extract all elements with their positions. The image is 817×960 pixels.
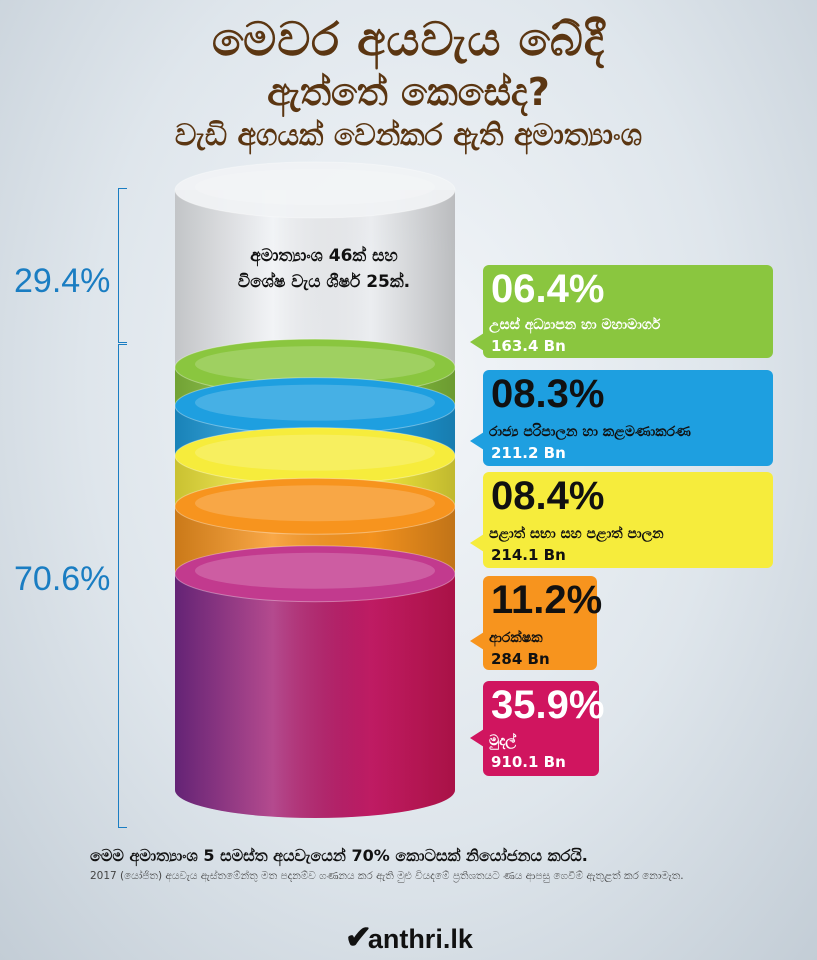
cylinder-top-highlight (195, 434, 435, 471)
callout-name: උසස් අධ්‍යාපන හා මහාමාර්ග (489, 317, 661, 333)
cylinder-top-highlight (195, 485, 435, 522)
callout-percent: 35.9% (491, 683, 605, 727)
callout-amount: 214.1 Bn (491, 546, 566, 564)
cylinder-segment-top (174, 161, 456, 219)
cylinder-segment-top (174, 477, 456, 535)
bracket-bottom (118, 344, 127, 828)
callout-name: ආරක්ෂක (489, 630, 543, 646)
title-line-1: මෙවර අයවැය බේදී (211, 12, 606, 66)
callout-provincial-councils: 08.4% පළාත් සභා සහ පළාත් පාලන 214.1 Bn (470, 472, 773, 568)
cylinder-top-highlight (195, 552, 435, 589)
callout-name: රාජ්‍ය පරිපාලන හා කළමණාකරණ (489, 424, 691, 440)
cylinder-segment-top (174, 545, 456, 603)
bottom-share-percent: 70.6% (14, 560, 111, 598)
checkmark-icon: ✔ (345, 919, 372, 955)
callout-percent: 08.3% (491, 372, 605, 416)
cylinder-top-highlight (195, 169, 435, 205)
cylinder-top-highlight (195, 384, 435, 421)
callout-percent: 11.2% (491, 578, 603, 622)
title-line-2: ඇත්තේ කෙසේද? (267, 70, 550, 114)
manthri-logo[interactable]: ✔anthri.lk (345, 918, 473, 956)
bracket-top (118, 188, 127, 343)
note-line-2: විශේෂ වැය ශීර්ෂ 25ක්. (237, 272, 411, 292)
callout-name: පළාත් සභා සහ පළාත් පාලන (489, 526, 664, 542)
callout-percent: 06.4% (491, 267, 605, 311)
callout-name: මුදල් (489, 733, 516, 749)
subtitle: වැඩි අගයක් වෙන්කර ඇති අමාත්‍යාංශ (174, 118, 643, 153)
cylinder-top-highlight (195, 346, 435, 383)
footer-summary: මෙම අමාත්‍යාංශ 5 සමස්ත අයවැයෙන් 70% කොටස… (90, 846, 588, 865)
callout-public-administration: 08.3% රාජ්‍ය පරිපාලන හා කළමණාකරණ 211.2 B… (470, 370, 773, 466)
callout-defence: 11.2% ආරක්ෂක 284 Bn (470, 576, 602, 670)
footer-note: 2017 (යෝජිත) අයවැය ඇස්තමේන්තු මත පදනම්ව … (90, 870, 684, 882)
remaining-ministries-note: අමාත්‍යාංශ 46ක් සහ විශේෂ වැය ශීර්ෂ 25ක්. (214, 243, 434, 295)
callout-amount: 163.4 Bn (491, 337, 566, 355)
note-line-1: අමාත්‍යාංශ 46ක් සහ (250, 246, 398, 266)
callout-finance: 35.9% මුදල් 910.1 Bn (470, 681, 604, 776)
callout-amount: 211.2 Bn (491, 444, 566, 462)
callout-amount: 910.1 Bn (491, 753, 566, 771)
cylinder-segment-shade (175, 573, 455, 818)
callout-amount: 284 Bn (491, 650, 550, 668)
callout-percent: 08.4% (491, 474, 605, 518)
logo-text: anthri.lk (367, 924, 473, 954)
callout-higher-education: 06.4% උසස් අධ්‍යාපන හා මහාමාර්ග 163.4 Bn (470, 265, 773, 358)
top-share-percent: 29.4% (14, 262, 111, 300)
